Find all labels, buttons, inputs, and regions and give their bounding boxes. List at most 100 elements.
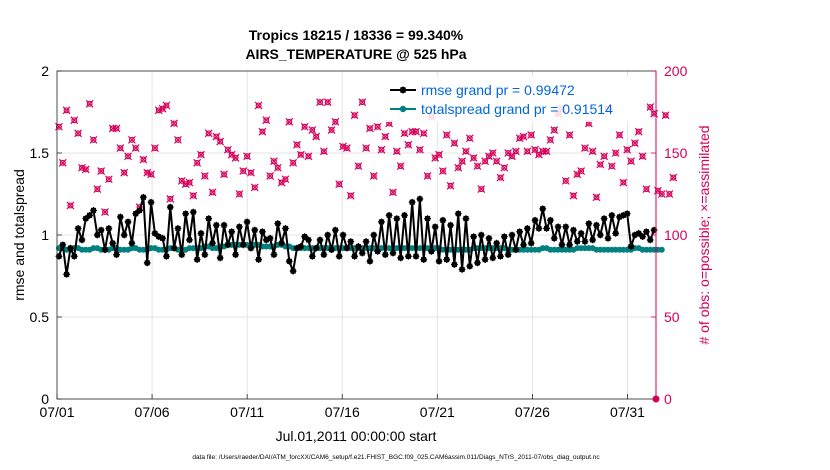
rmse-point bbox=[466, 262, 474, 270]
obs-point bbox=[185, 178, 194, 187]
obs-point bbox=[300, 122, 309, 131]
rmse-point bbox=[474, 259, 481, 267]
obs-point bbox=[534, 150, 543, 159]
rmse-point bbox=[78, 236, 86, 244]
rmse-point bbox=[216, 254, 224, 262]
obs-point bbox=[634, 127, 643, 136]
obs-point bbox=[362, 144, 371, 153]
x-tick-label: 07/21 bbox=[420, 404, 455, 420]
obs-point bbox=[266, 172, 275, 180]
obs-point bbox=[596, 160, 605, 169]
obs-point bbox=[277, 178, 286, 187]
rmse-point bbox=[424, 215, 431, 223]
rmse-point bbox=[147, 198, 155, 206]
legend-rmse-marker bbox=[399, 86, 407, 94]
obs-point bbox=[438, 167, 447, 175]
rmse-point bbox=[201, 251, 209, 259]
obs-point bbox=[70, 116, 79, 125]
y2-axis-label: # of obs: o=possible; ×=assimilated bbox=[696, 125, 712, 344]
rmse-point bbox=[63, 270, 70, 278]
legend-box bbox=[385, 76, 647, 122]
obs-point bbox=[392, 147, 401, 156]
obs-point bbox=[477, 185, 486, 194]
rmse-point bbox=[612, 229, 620, 237]
obs-point bbox=[435, 150, 443, 159]
rmse-point bbox=[297, 243, 305, 250]
rmse-point bbox=[189, 208, 197, 216]
y2-tick-label: 0 bbox=[664, 391, 672, 407]
rmse-point bbox=[577, 229, 585, 237]
obs-point bbox=[193, 158, 202, 167]
rmse-point bbox=[143, 259, 151, 267]
rmse-point bbox=[347, 238, 355, 245]
rmse-point bbox=[393, 215, 401, 223]
rmse-point bbox=[639, 233, 646, 241]
rmse-point bbox=[116, 213, 124, 221]
obs-point bbox=[619, 178, 628, 187]
rmse-point bbox=[646, 236, 654, 244]
obs-point bbox=[496, 173, 505, 182]
rmse-point bbox=[543, 225, 550, 232]
rmse-point bbox=[289, 267, 297, 275]
rmse-point bbox=[320, 251, 328, 259]
obs-point bbox=[62, 106, 71, 115]
y-tick-label: 0 bbox=[41, 391, 49, 407]
rmse-point bbox=[477, 231, 485, 239]
obs-point bbox=[669, 173, 678, 182]
x-tick-label: 07/06 bbox=[135, 404, 170, 420]
obs-point bbox=[488, 149, 497, 157]
rmse-point bbox=[97, 226, 105, 234]
rmse-point bbox=[358, 249, 366, 257]
x-tick-label: 07/11 bbox=[230, 404, 264, 420]
obs-point bbox=[389, 188, 397, 197]
rmse-point bbox=[270, 251, 278, 259]
rmse-point bbox=[481, 256, 489, 264]
obs-point bbox=[335, 180, 344, 189]
obs-point bbox=[615, 131, 624, 139]
obs-point bbox=[101, 208, 109, 216]
obs-point bbox=[254, 101, 263, 110]
obs-point bbox=[542, 147, 551, 156]
rmse-point bbox=[305, 236, 312, 244]
obs-point bbox=[469, 153, 478, 162]
rmse-point bbox=[623, 210, 631, 218]
rmse-point bbox=[224, 241, 232, 249]
x-tick-label: 07/01 bbox=[39, 404, 74, 420]
obs-point bbox=[85, 99, 94, 108]
obs-point bbox=[97, 167, 106, 175]
obs-point bbox=[246, 168, 255, 177]
obs-point bbox=[270, 157, 278, 166]
obs-point bbox=[208, 188, 217, 197]
rmse-point bbox=[193, 256, 201, 264]
rmse-point bbox=[74, 225, 82, 232]
rmse-point bbox=[255, 256, 262, 264]
rmse-point bbox=[485, 234, 493, 242]
obs-point bbox=[450, 139, 459, 148]
obs-point bbox=[638, 152, 647, 161]
rmse-point bbox=[585, 220, 593, 227]
obs-point bbox=[162, 101, 171, 110]
rmse-point bbox=[523, 225, 531, 232]
rmse-point bbox=[55, 252, 63, 260]
obs-point bbox=[89, 135, 98, 144]
rmse-point bbox=[128, 239, 136, 247]
obs-point bbox=[150, 144, 159, 153]
rmse-point bbox=[328, 246, 335, 254]
rmse-point bbox=[385, 211, 393, 219]
obs-point bbox=[258, 127, 267, 136]
obs-point bbox=[665, 190, 674, 198]
obs-point bbox=[235, 190, 244, 198]
rmse-point bbox=[581, 238, 589, 245]
obs-point bbox=[174, 135, 182, 144]
obs-point bbox=[377, 145, 386, 154]
obs-point bbox=[296, 150, 305, 159]
obs-point bbox=[454, 163, 463, 172]
obs-point bbox=[93, 185, 102, 194]
obs-point bbox=[139, 155, 148, 164]
rmse-point bbox=[239, 241, 247, 249]
obs-point bbox=[189, 191, 198, 200]
rmse-point bbox=[451, 261, 458, 268]
rmse-point bbox=[324, 231, 332, 239]
obs-point bbox=[527, 131, 536, 139]
obs-point bbox=[481, 157, 490, 166]
